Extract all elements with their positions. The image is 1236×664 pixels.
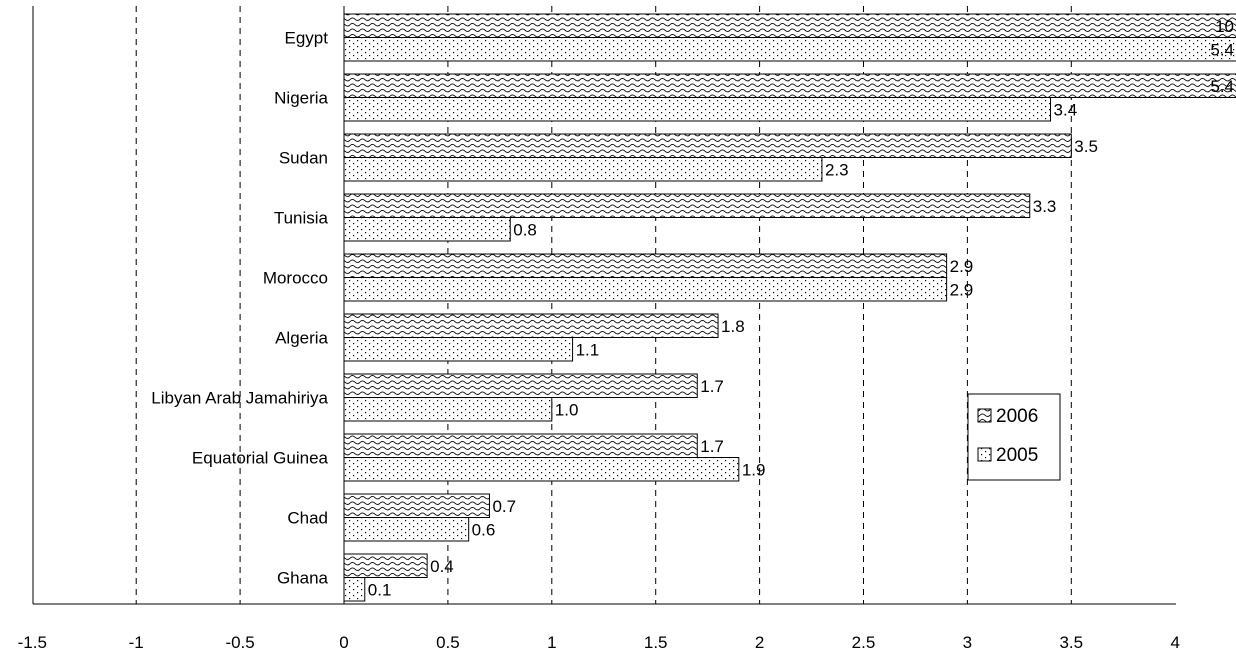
- bar-2005-algeria: [344, 338, 573, 362]
- category-label-sudan: Sudan: [279, 149, 328, 168]
- data-label-2006-libyan-arab-jamahiriya: 1.7: [700, 377, 724, 396]
- data-label-2006-sudan: 3.5: [1074, 137, 1098, 156]
- x-tick-label: 1.5: [644, 633, 668, 652]
- data-label-2005-algeria: 1.1: [576, 340, 600, 359]
- category-label-algeria: Algeria: [275, 329, 328, 348]
- bar-2006-sudan: [344, 134, 1071, 158]
- category-label-morocco: Morocco: [263, 269, 328, 288]
- data-label-2005-chad: 0.6: [472, 520, 496, 539]
- legend-swatch-2006: [978, 409, 991, 422]
- data-label-2006-morocco: 2.9: [950, 257, 974, 276]
- category-label-libyan-arab-jamahiriya: Libyan Arab Jamahiriya: [151, 389, 328, 408]
- bar-2005-egypt: [344, 38, 1236, 62]
- x-tick-label: 3.5: [1059, 633, 1083, 652]
- category-label-nigeria: Nigeria: [274, 89, 328, 108]
- bar-2006-ghana: [344, 554, 427, 578]
- bar-2006-tunisia: [344, 194, 1030, 218]
- data-label-2006-algeria: 1.8: [721, 317, 745, 336]
- category-label-equatorial-guinea: Equatorial Guinea: [192, 449, 329, 468]
- category-label-tunisia: Tunisia: [274, 209, 329, 228]
- data-label-2006-tunisia: 3.3: [1033, 197, 1057, 216]
- data-label-2006-chad: 0.7: [492, 497, 516, 516]
- bar-2006-morocco: [344, 254, 947, 278]
- legend-label-2006: 2006: [996, 406, 1038, 427]
- bar-2005-ghana: [344, 578, 365, 602]
- bar-2006-chad: [344, 494, 489, 518]
- x-tick-label: 0: [339, 633, 348, 652]
- bar-2005-morocco: [344, 278, 947, 302]
- data-label-2006-ghana: 0.4: [430, 557, 454, 576]
- bar-2005-nigeria: [344, 98, 1051, 122]
- data-label-2005-morocco: 2.9: [950, 280, 974, 299]
- bar-2006-libyan-arab-jamahiriya: [344, 374, 697, 398]
- bar-2006-equatorial-guinea: [344, 434, 697, 458]
- category-label-ghana: Ghana: [277, 569, 329, 588]
- legend-label-2005: 2005: [996, 445, 1038, 466]
- legend: 2006 2005: [968, 394, 1060, 480]
- data-label-2005-sudan: 2.3: [825, 160, 849, 179]
- x-tick-label: 2.5: [852, 633, 876, 652]
- x-tick-label: -1.5: [18, 633, 47, 652]
- category-label-egypt: Egypt: [285, 29, 329, 48]
- x-tick-label: -1: [129, 633, 144, 652]
- bar-2006-nigeria: [344, 74, 1236, 98]
- bar-2005-chad: [344, 518, 469, 542]
- bar-2006-algeria: [344, 314, 718, 338]
- x-tick-label: 0.5: [436, 633, 460, 652]
- x-tick-label: 2: [755, 633, 764, 652]
- data-label-2005-libyan-arab-jamahiriya: 1.0: [555, 400, 579, 419]
- x-tick-label: 3: [963, 633, 972, 652]
- data-label-2005-egypt: 5.4: [1210, 40, 1234, 59]
- bar-2005-sudan: [344, 158, 822, 182]
- data-label-2006-equatorial-guinea: 1.7: [700, 437, 724, 456]
- bar-2006-egypt: [344, 14, 1236, 38]
- data-label-2005-tunisia: 0.8: [513, 220, 537, 239]
- bar-2005-equatorial-guinea: [344, 458, 739, 482]
- x-tick-label: 1: [547, 633, 556, 652]
- legend-swatch-2005: [978, 448, 991, 461]
- data-label-2006-nigeria: 5.4: [1210, 77, 1234, 96]
- bar-2005-tunisia: [344, 218, 510, 242]
- data-label-2005-ghana: 0.1: [368, 580, 392, 599]
- data-label-2005-equatorial-guinea: 1.9: [742, 460, 766, 479]
- x-tick-label: -0.5: [225, 633, 254, 652]
- category-label-chad: Chad: [287, 509, 328, 528]
- x-tick-label: 4: [1170, 633, 1179, 652]
- data-label-2006-egypt: 10: [1215, 17, 1234, 36]
- data-label-2005-nigeria: 3.4: [1054, 100, 1078, 119]
- bar-2005-libyan-arab-jamahiriya: [344, 398, 552, 422]
